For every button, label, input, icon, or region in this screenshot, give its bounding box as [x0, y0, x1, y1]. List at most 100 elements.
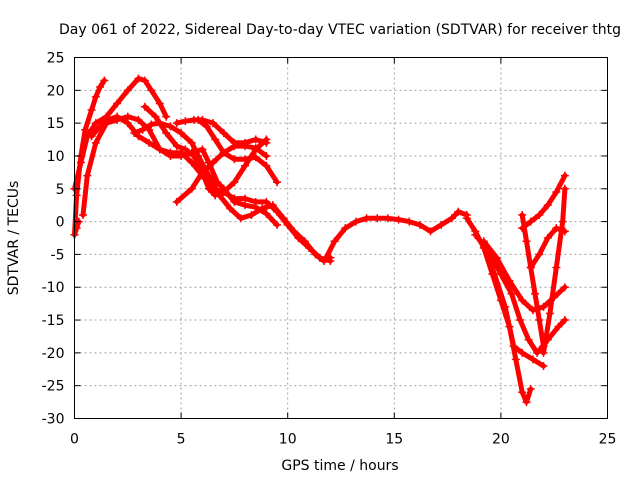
- data-point: [262, 138, 271, 147]
- data-point: [181, 145, 190, 154]
- data-point: [505, 276, 514, 285]
- data-point: [268, 201, 277, 210]
- series-line: [519, 173, 568, 231]
- y-tick-label: 5: [56, 182, 65, 198]
- series-line: [72, 76, 169, 192]
- data-point: [462, 214, 471, 223]
- series-arc-19: [539, 184, 569, 357]
- data-point: [198, 145, 207, 154]
- data-point: [189, 151, 198, 160]
- data-point: [383, 214, 392, 223]
- data-point: [177, 128, 186, 137]
- data-point: [492, 253, 501, 262]
- data-point: [211, 191, 220, 200]
- series-line: [323, 209, 470, 261]
- series-line: [472, 232, 568, 356]
- data-point: [219, 188, 228, 197]
- data-point: [518, 348, 527, 357]
- data-point: [96, 83, 105, 92]
- y-tick-label: 25: [47, 51, 65, 67]
- data-point: [526, 384, 535, 393]
- data-point: [322, 253, 331, 262]
- grid-layer: [74, 57, 608, 419]
- data-point: [262, 151, 271, 160]
- data-point: [526, 263, 535, 272]
- data-point: [539, 361, 548, 370]
- data-point: [72, 191, 81, 200]
- data-point: [528, 355, 537, 364]
- y-tick-label: 15: [47, 116, 65, 132]
- data-point: [251, 144, 260, 153]
- data-point: [447, 214, 456, 223]
- data-point: [526, 217, 535, 226]
- data-point: [147, 120, 156, 129]
- data-point: [351, 217, 360, 226]
- data-point: [490, 270, 499, 279]
- data-point: [87, 106, 96, 115]
- data-point: [145, 138, 154, 147]
- series-arc-10: [194, 115, 282, 187]
- data-point: [138, 125, 147, 134]
- data-point: [501, 302, 510, 311]
- ticks-layer: 0 5 10 15 20 25 -30 -25 -20 -15 -10 -5 0 5 10 15 20 25: [42, 51, 617, 448]
- data-point: [522, 237, 531, 246]
- data-point: [162, 128, 171, 137]
- x-axis-label: GPS time / hours: [281, 458, 398, 474]
- data-point: [560, 283, 569, 292]
- data-point: [454, 207, 463, 216]
- data-point: [123, 86, 132, 95]
- data-point: [198, 168, 207, 177]
- data-point: [552, 224, 561, 233]
- data-point: [247, 211, 256, 220]
- data-point: [140, 76, 149, 85]
- series-arc-12: [462, 214, 535, 407]
- data-point: [273, 220, 282, 229]
- data-point: [330, 237, 339, 246]
- data-point: [531, 289, 540, 298]
- data-point: [204, 184, 213, 193]
- data-point: [187, 184, 196, 193]
- data-point: [104, 115, 113, 124]
- series-arc-11: [322, 207, 471, 262]
- data-point: [341, 224, 350, 233]
- data-point: [518, 296, 527, 305]
- data-point: [134, 74, 143, 83]
- data-point: [219, 148, 228, 157]
- data-point: [522, 398, 531, 407]
- data-point: [279, 214, 288, 223]
- data-point: [426, 227, 435, 236]
- data-point: [151, 112, 160, 121]
- data-point: [560, 316, 569, 325]
- series-line: [174, 117, 269, 146]
- data-point: [96, 122, 105, 131]
- x-tick-label: 10: [279, 432, 297, 448]
- y-tick-label: -10: [42, 280, 65, 296]
- data-point: [81, 125, 90, 134]
- data-point: [511, 355, 520, 364]
- data-point: [539, 348, 548, 357]
- data-point: [147, 86, 156, 95]
- data-point: [166, 148, 175, 157]
- data-point: [134, 115, 143, 124]
- data-point: [162, 112, 171, 121]
- data-point: [241, 155, 250, 164]
- data-point: [241, 194, 250, 203]
- data-point: [79, 211, 88, 220]
- data-point: [535, 250, 544, 259]
- series-arc-3: [70, 217, 83, 239]
- y-tick-label: -30: [42, 412, 65, 428]
- data-point: [437, 220, 446, 229]
- y-tick-label: -15: [42, 313, 65, 329]
- data-point: [509, 342, 518, 351]
- data-point: [172, 142, 181, 151]
- y-tick-label: -20: [42, 346, 65, 362]
- data-point: [72, 224, 81, 233]
- series-layer: [70, 74, 569, 407]
- data-point: [560, 184, 569, 193]
- data-point: [558, 217, 567, 226]
- data-point: [155, 99, 164, 108]
- data-point: [209, 158, 218, 167]
- data-point: [230, 178, 239, 187]
- data-point: [155, 145, 164, 154]
- series-line: [464, 215, 534, 405]
